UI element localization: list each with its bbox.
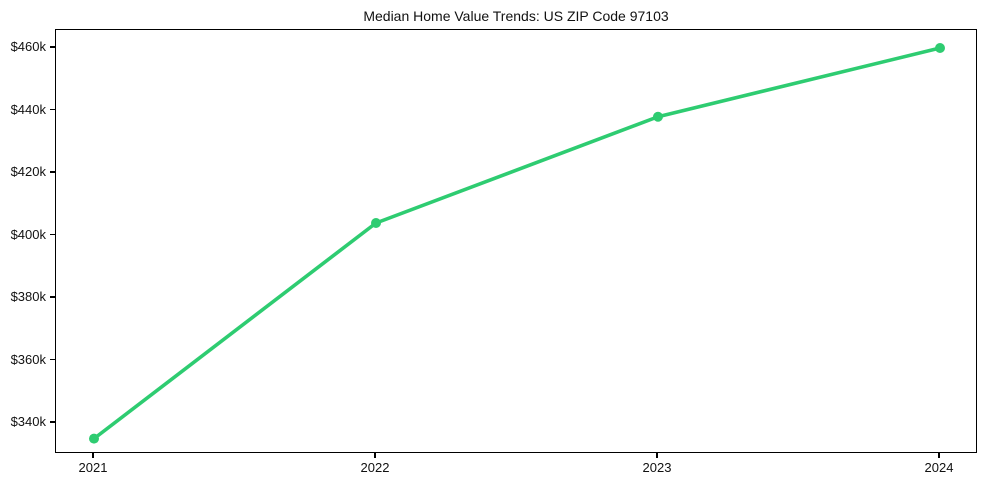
- y-axis-tick-label: $340k: [10, 414, 46, 429]
- x-axis-tick-label: 2024: [924, 460, 954, 475]
- data-point-marker: [935, 43, 945, 53]
- trend-line: [92, 46, 942, 441]
- y-tick-mark: [50, 358, 55, 361]
- x-axis-tick-label: 2022: [360, 460, 390, 475]
- y-tick-mark: [50, 171, 55, 173]
- chart-title: Median Home Value Trends: US ZIP Code 97…: [363, 8, 669, 24]
- data-point-marker: [371, 218, 381, 228]
- y-tick-mark: [50, 296, 55, 298]
- y-axis-tick-label: $440k: [10, 101, 46, 117]
- data-point-marker: [89, 433, 99, 444]
- x-tick-mark: [938, 453, 940, 458]
- x-axis-tick-label: 2021: [78, 460, 108, 475]
- y-tick-mark: [50, 233, 55, 236]
- y-axis-tick-label: $400k: [10, 226, 46, 242]
- y-tick-mark: [50, 46, 55, 48]
- line-chart-canvas: [89, 43, 945, 444]
- x-axis-tick-label: 2023: [642, 460, 672, 475]
- y-axis-tick-label: $420k: [10, 164, 46, 179]
- plot-area: [55, 29, 977, 453]
- y-axis-tick-label: $380k: [10, 289, 46, 304]
- y-tick-mark: [50, 421, 55, 423]
- data-point-marker: [653, 111, 663, 122]
- x-tick-mark: [92, 453, 94, 458]
- y-axis-tick-label: $460k: [10, 39, 46, 54]
- x-tick-mark: [374, 453, 376, 458]
- x-tick-mark: [656, 453, 658, 458]
- y-tick-mark: [50, 108, 55, 111]
- y-axis-tick-label: $360k: [10, 351, 46, 367]
